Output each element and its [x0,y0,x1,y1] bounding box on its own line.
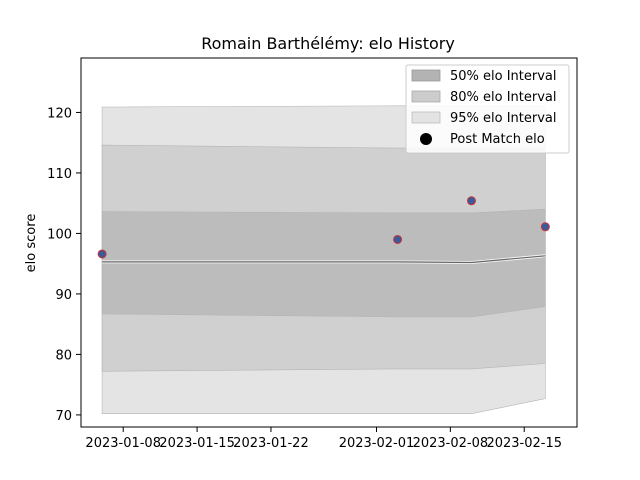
legend-swatch-95 [411,111,441,124]
post-match-point-0 [97,249,107,259]
post-match-point-2 [466,196,476,206]
x-tick-label-1: 2023-01-15 [159,436,235,451]
mean-line [102,255,546,264]
legend-swatch-50 [411,69,441,82]
chart-title: Romain Barthélémy: elo History [201,34,455,53]
legend-label-50: 50% elo Interval [450,69,557,84]
y-tick-label-5: 120 [47,106,72,121]
plot-frame [80,57,578,428]
legend-swatch-80 [411,90,441,103]
y-tick-label-3: 100 [47,227,72,242]
mean-line-group [102,254,546,265]
post-match-point-1 [393,234,403,244]
x-tick-label-0: 2023-01-08 [85,436,161,451]
legend-frame [405,64,570,154]
x-tick-label-5: 2023-02-15 [486,436,562,451]
legend-marker-post-match [420,133,432,145]
y-tick-label-1: 80 [55,348,72,363]
y-tick-label-2: 90 [55,288,72,303]
legend-label-post-match: Post Match elo [450,132,545,147]
y-axis-label: elo score [24,214,39,273]
x-tick-label-4: 2023-02-08 [413,436,489,451]
post-match-point-3 [540,222,550,232]
x-tick-label-2: 2023-01-22 [233,436,309,451]
legend-label-95: 95% elo Interval [450,111,557,126]
legend-label-80: 80% elo Interval [450,90,557,105]
post-match-points [97,196,550,259]
legend: 50% elo Interval 80% elo Interval 95% el… [405,64,570,154]
y-axis-ticks: 70 80 90 100 110 120 [47,106,81,424]
x-tick-label-3: 2023-02-01 [339,436,415,451]
y-tick-label-4: 110 [47,167,72,182]
y-tick-label-0: 70 [55,409,72,424]
